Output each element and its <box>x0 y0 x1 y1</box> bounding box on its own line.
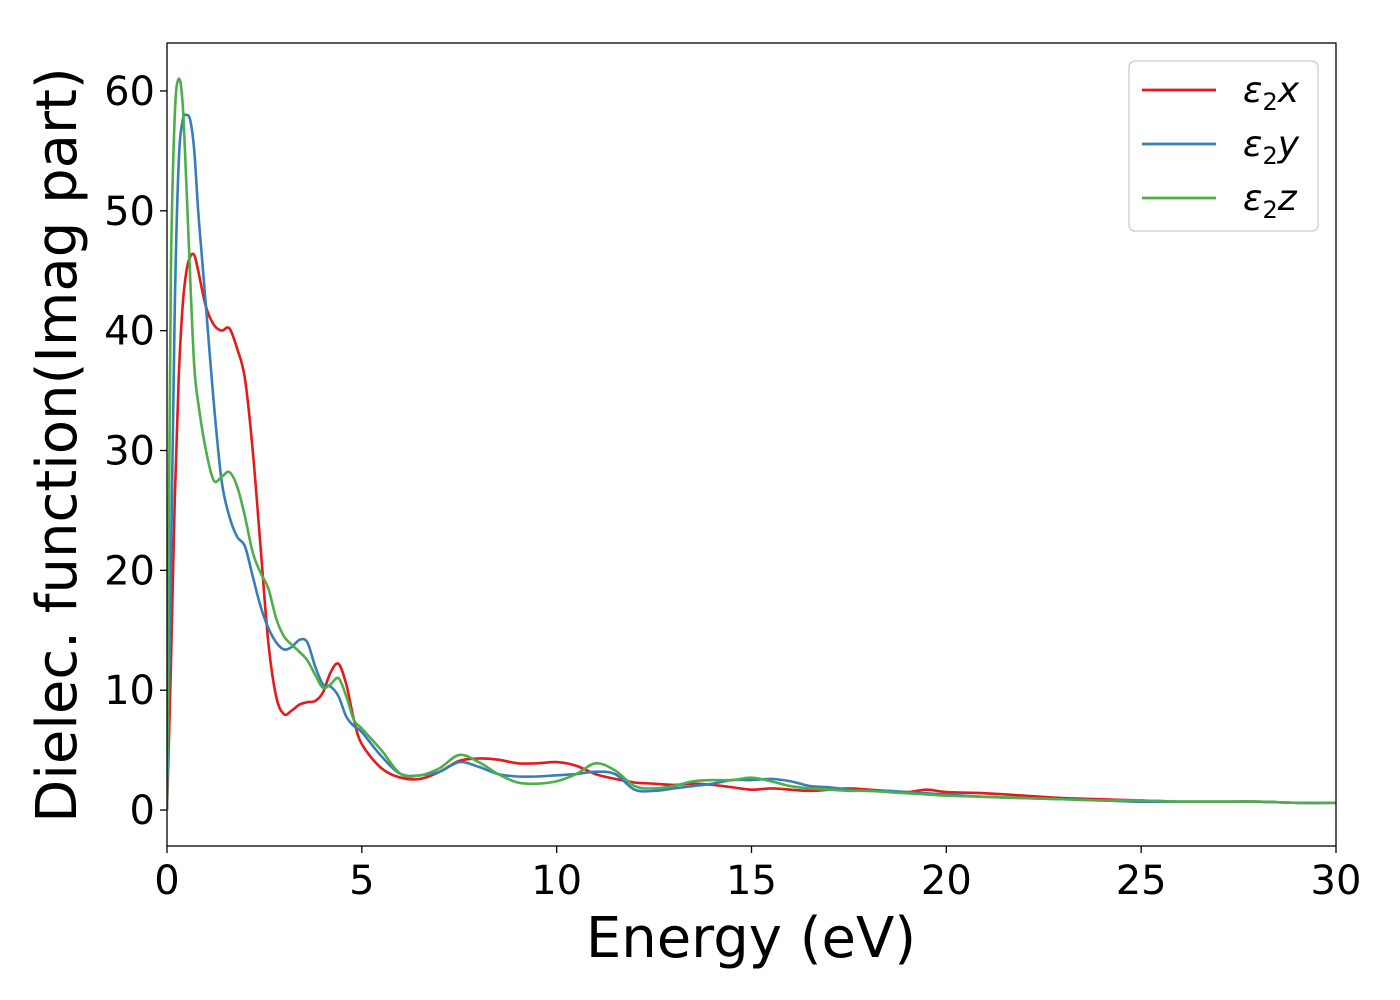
y-tick-label: 30 <box>104 428 155 474</box>
x-tick-label: 10 <box>531 858 582 904</box>
y-tick-label: 0 <box>130 788 155 834</box>
y-tick-label: 40 <box>104 309 155 355</box>
y-tick-label: 50 <box>104 189 155 235</box>
legend-label-z: ε2z <box>1243 178 1298 224</box>
legend-label-x: ε2x <box>1243 70 1300 116</box>
series-line-z <box>167 77 1336 811</box>
y-axis: 0 10 20 30 40 50 60 <box>104 69 167 834</box>
x-tick-label: 0 <box>154 858 179 904</box>
x-tick-label: 25 <box>1116 858 1167 904</box>
y-tick-label: 20 <box>104 548 155 594</box>
y-axis-label: Dielec. function(Imag part) <box>25 67 90 823</box>
y-tick-label: 60 <box>104 69 155 115</box>
x-tick-label: 30 <box>1311 858 1362 904</box>
x-tick-label: 20 <box>921 858 972 904</box>
y-tick-label: 10 <box>104 668 155 714</box>
x-tick-label: 5 <box>349 858 374 904</box>
series-line-x <box>167 252 1336 811</box>
legend-label-y: ε2y <box>1243 124 1300 170</box>
legend-box <box>1128 60 1319 232</box>
x-axis: 0 5 10 15 20 25 30 <box>154 846 1361 904</box>
x-axis-label: Energy (eV) <box>586 906 916 971</box>
legend: ε2x ε2y ε2z <box>1128 60 1319 232</box>
x-tick-label: 15 <box>726 858 777 904</box>
